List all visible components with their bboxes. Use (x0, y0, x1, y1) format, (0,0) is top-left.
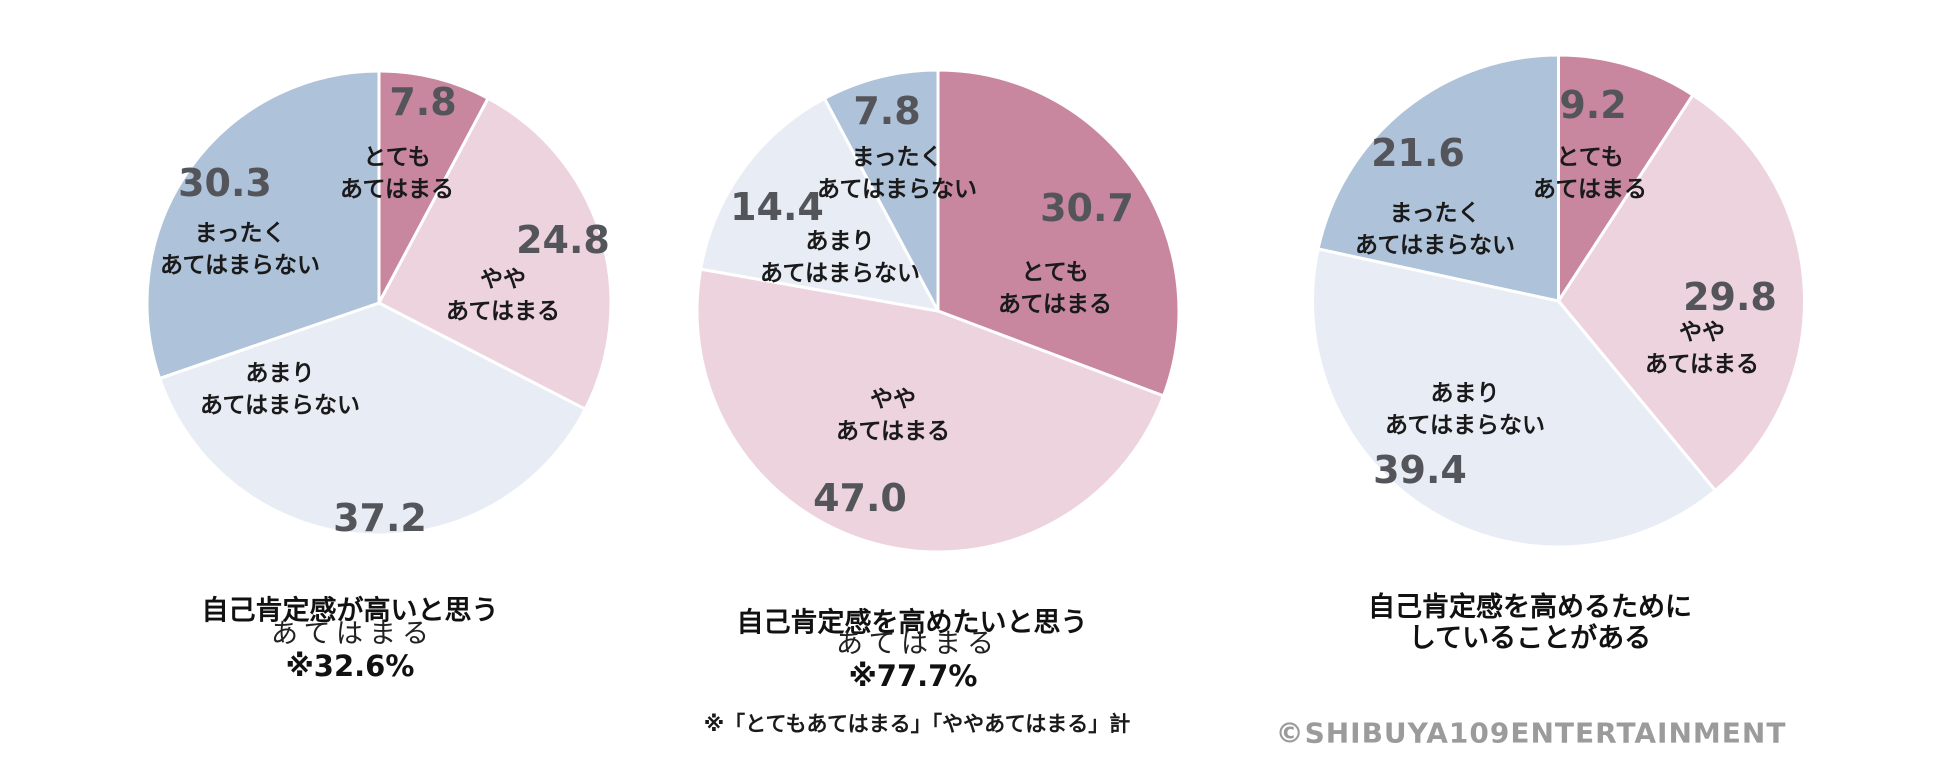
chart-subtitle-percentage: ※77.7% (848, 659, 978, 693)
slice-value: 14.4 (730, 185, 824, 229)
slice-value: 37.2 (333, 496, 427, 540)
slice-label: まったく あてはまらない (816, 144, 978, 202)
slice-value: 39.4 (1373, 448, 1467, 492)
pie-slice (697, 269, 1164, 552)
chart-subtitle-percentage: ※32.6% (285, 649, 415, 683)
pie-slice (824, 70, 938, 311)
slice-value: 9.2 (1559, 83, 1627, 127)
pie-slice (701, 98, 938, 311)
pie-slice (1559, 55, 1693, 301)
pie-slice (938, 70, 1179, 396)
slice-label: やや あてはまる (445, 266, 561, 324)
pie-slice (160, 303, 586, 535)
slice-label: あまり あてはまらない (1384, 380, 1546, 438)
slice-value: 47.0 (813, 476, 907, 520)
chart-subtitle: あてはまる (271, 618, 435, 650)
pie-slice (1559, 95, 1805, 491)
slice-value: 7.8 (853, 89, 921, 133)
chart-subtitle: あてはまる (836, 628, 1000, 660)
chart-title: 自己肯定感が高いと思う (201, 595, 499, 627)
footnote: ※「とてもあてはまる」「ややあてはまる」計 (703, 712, 1131, 736)
copyright: ©SHIBUYA109ENTERTAINMENT (1275, 716, 1787, 750)
chart-title: 自己肯定感を高めるために していることがある (1368, 592, 1692, 655)
slice-value: 30.3 (178, 161, 272, 205)
slice-label: まったく あてはまらない (1354, 200, 1516, 258)
pie-slice (379, 71, 488, 303)
pie-slice (1318, 55, 1558, 301)
chart-title: 自己肯定感を高めたいと思う (736, 607, 1088, 639)
pie-slice (147, 71, 379, 378)
slice-label: とても あてはまる (339, 144, 455, 202)
slice-value: 30.7 (1040, 186, 1134, 230)
slice-label: やや あてはまる (835, 386, 951, 444)
slice-value: 7.8 (389, 80, 457, 124)
slice-value: 21.6 (1371, 131, 1465, 175)
pie-chart-2 (697, 67, 1179, 555)
slice-label: やや あてはまる (1644, 319, 1760, 377)
slice-label: まったく あてはまらない (159, 220, 321, 278)
pie-chart-3 (1310, 55, 1807, 547)
slice-value: 29.8 (1683, 275, 1777, 319)
slice-label: とても あてはまる (1532, 144, 1648, 202)
slice-label: とても あてはまる (997, 259, 1113, 317)
slice-label: あまり あてはまらない (199, 360, 361, 418)
slice-value: 24.8 (516, 218, 610, 262)
pie-slice (1313, 249, 1716, 547)
slice-label: あまり あてはまらない (759, 228, 921, 286)
pie-chart-1 (147, 55, 611, 551)
